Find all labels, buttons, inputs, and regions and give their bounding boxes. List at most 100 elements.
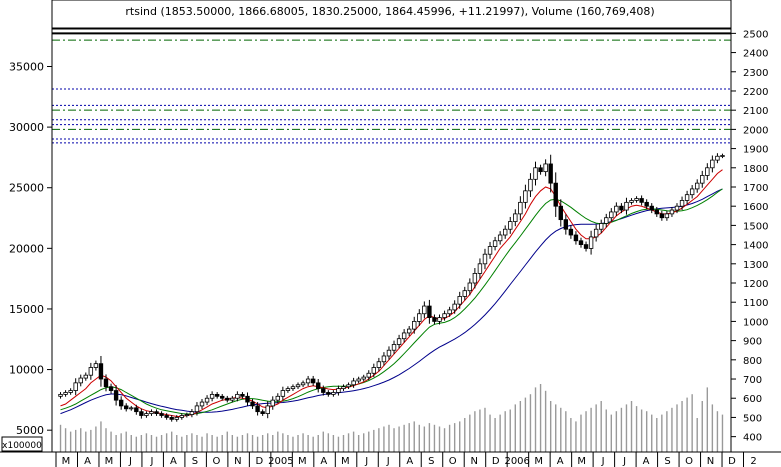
x-tick-label: A	[643, 456, 650, 467]
right-tick-label: 2200	[743, 87, 768, 98]
candle-body	[78, 377, 83, 384]
left-tick-label: 30000	[9, 121, 44, 134]
left-axis: 5000 10000 15000 20000 25000 30000 35000	[9, 60, 52, 437]
candle-body	[214, 393, 220, 397]
candle-body	[720, 155, 725, 157]
right-tick-label: 1200	[743, 279, 768, 290]
candle-body	[689, 188, 695, 196]
left-tick-label: 25000	[9, 182, 44, 195]
candle-body	[220, 395, 225, 399]
candle-body	[528, 178, 533, 192]
x-tick-label: A	[320, 456, 327, 467]
x-tick-label: J	[622, 456, 626, 467]
candle-body	[467, 282, 473, 292]
volume-bars	[59, 384, 724, 452]
candle-body	[108, 386, 114, 391]
x-tick-label: A	[84, 456, 91, 467]
moving-averages	[60, 169, 723, 417]
candle-body	[204, 397, 210, 403]
candle-body	[149, 411, 154, 414]
candle-body	[472, 273, 478, 284]
candle-body	[634, 198, 639, 201]
candle-body	[609, 211, 614, 219]
candle-body	[427, 305, 432, 318]
candle-body	[250, 401, 255, 407]
candle-body	[639, 198, 644, 203]
x-tick-label: M	[105, 456, 114, 467]
candle-body	[442, 313, 447, 318]
candle-body	[194, 405, 200, 413]
candle-body	[179, 415, 184, 418]
volume-unit-label: x100000	[2, 441, 42, 451]
x-tick-label: M	[577, 456, 586, 467]
right-axis: 400 500 600 700 800 900 1000 1100 1200 1300 1400 15…	[731, 29, 768, 444]
candle-body	[300, 382, 306, 386]
candle-body	[492, 240, 498, 247]
candle-body	[113, 390, 119, 401]
candle-body	[129, 407, 134, 410]
candle-body	[457, 296, 462, 305]
candle-body	[351, 380, 356, 386]
candle-body	[669, 209, 675, 215]
candle-body	[487, 246, 493, 255]
candle-body	[649, 205, 654, 211]
candle-body	[396, 338, 402, 345]
x-tick-label: N	[707, 456, 714, 467]
candle-body	[154, 411, 159, 414]
candle-body	[593, 228, 599, 238]
x-tick-label: D	[256, 456, 264, 467]
candle-body	[614, 205, 619, 213]
left-tick-label: 15000	[9, 303, 44, 316]
candle-body	[684, 194, 690, 201]
candle-body	[93, 363, 99, 368]
ma-green-line	[60, 188, 723, 415]
candle-body	[255, 405, 260, 413]
right-tick-label: 2500	[743, 29, 768, 40]
candle-body	[58, 393, 63, 397]
x-tick-label: 2	[750, 456, 756, 467]
candle-body	[497, 234, 503, 242]
left-tick-label: 10000	[9, 364, 44, 377]
candle-body	[118, 399, 124, 407]
candle-body	[346, 384, 351, 388]
candle-body	[624, 201, 629, 211]
chart-title: rtsind (1853.50000, 1866.68005, 1830.250…	[125, 5, 654, 18]
x-tick-label: S	[664, 456, 670, 467]
candle-body	[371, 367, 377, 374]
candle-body	[240, 393, 245, 397]
x-tick-label: J	[128, 456, 132, 467]
x-tick-label: O	[449, 456, 457, 467]
candle-body	[245, 395, 250, 403]
right-tick-label: 800	[743, 356, 762, 367]
candle-body	[417, 313, 422, 322]
x-tick-label: A	[170, 456, 177, 467]
candle-body	[356, 378, 361, 382]
x-tick-label: 2005	[268, 456, 293, 467]
candle-body	[578, 240, 584, 246]
x-tick-label: A	[557, 456, 564, 467]
x-tick-label: N	[234, 456, 241, 467]
x-tick-label: S	[192, 456, 198, 467]
x-tick-label: A	[406, 456, 413, 467]
candle-body	[462, 290, 467, 297]
candle-body	[164, 415, 169, 418]
candle-body	[452, 303, 457, 311]
candle-body	[573, 234, 579, 242]
candle-body	[225, 397, 230, 401]
x-tick-label: M	[534, 456, 543, 467]
candle-body	[548, 163, 553, 184]
right-tick-label: 2100	[743, 106, 768, 117]
candle-body	[619, 205, 624, 211]
candle-body	[543, 163, 548, 173]
x-tick-label: J	[149, 456, 153, 467]
candle-body	[700, 175, 705, 184]
candle-body	[230, 397, 235, 401]
candle-body	[295, 384, 301, 388]
x-tick-label: D	[728, 456, 736, 467]
candle-body	[695, 182, 700, 190]
candle-body	[533, 167, 538, 180]
right-tick-label: 700	[743, 375, 762, 386]
right-tick-label: 2000	[743, 125, 768, 136]
x-tick-label: J	[601, 456, 605, 467]
